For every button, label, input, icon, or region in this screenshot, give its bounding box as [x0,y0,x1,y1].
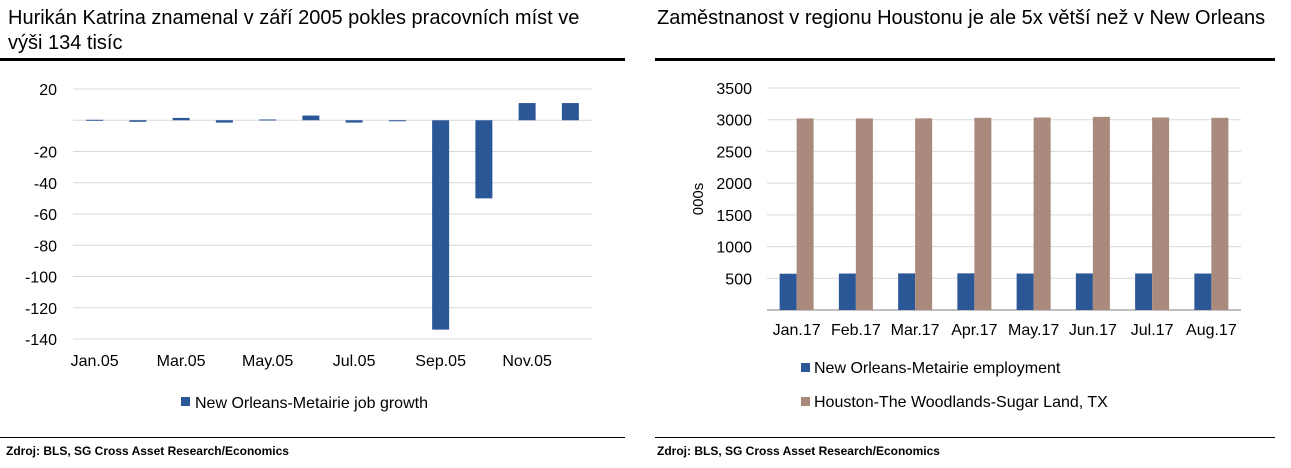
title-rule [0,58,625,61]
legend-swatch [801,363,810,372]
bar [974,117,992,310]
bar [259,119,277,121]
x-tick-label: Sep.05 [415,353,466,370]
bar [855,118,873,311]
y-axis-title: 000s [690,183,707,216]
bar [345,120,363,123]
bar [432,120,450,330]
x-tick-label: May.05 [242,353,293,370]
legend-label: Houston-The Woodlands-Sugar Land, TX [814,394,1108,411]
chart-title: Zaměstnanost v regionu Houstonu je ale 5… [657,7,1266,29]
x-tick-label: Nov.05 [502,353,552,370]
legend-swatch [801,397,810,406]
x-tick-label: Jan.17 [773,322,821,339]
legend-swatch [181,397,190,406]
bar [1033,117,1051,310]
job-growth-chart: 20 -20 -40 -60 -80 -100 -120 -140 Jan.05 Mar.05 Ma… [25,82,592,412]
legend-label: New Orleans-Metairie job growth [195,395,428,412]
y-tick-label: -140 [25,332,57,349]
y-tick-label: 20 [39,82,57,99]
x-tick-label: Jan.05 [71,353,119,370]
source-rule [0,437,625,438]
y-tick-label: -20 [34,145,57,162]
y-tick-label: 2000 [716,176,752,193]
bar [1092,116,1110,310]
bar [561,103,579,121]
y-tick-label: -120 [25,301,57,318]
source-note: Zdroj: BLS, SG Cross Asset Research/Econ… [6,444,289,458]
bar [1194,273,1212,310]
bar [86,119,104,121]
y-tick-label: -60 [34,207,57,224]
x-tick-label: Aug.17 [1186,322,1237,339]
x-tick-label: Mar.05 [157,353,206,370]
bar [796,118,814,311]
bar [1211,117,1229,310]
bar [1135,273,1153,310]
bar [388,120,406,122]
chart-panel-job-growth: Hurikán Katrina znamenal v září 2005 pok… [0,0,625,468]
bar [1016,273,1034,310]
x-tick-label: Feb.17 [831,322,881,339]
bar [898,273,916,310]
y-tick-label: 3000 [716,113,752,130]
x-tick-label: Apr.17 [951,322,997,339]
bar [1075,273,1093,310]
y-tick-label: 3500 [716,81,752,98]
chart-title: Hurikán Katrina znamenal v září 2005 pok… [8,7,580,54]
bar [957,273,975,310]
x-tick-label: Jun.17 [1069,322,1117,339]
bar [1152,117,1170,310]
employment-chart: 3500 3000 2500 2000 1500 1000 500 000s Jan.17 Feb… [690,81,1241,411]
y-tick-label: -80 [34,238,57,255]
bar [172,117,190,121]
y-tick-label: 2500 [716,144,752,161]
x-tick-label: Jul.05 [333,353,376,370]
y-tick-label: 1000 [716,240,752,257]
bar [779,273,797,310]
bar [518,103,536,121]
bar [475,120,493,199]
y-tick-label: 500 [725,271,752,288]
x-tick-label: May.17 [1008,322,1059,339]
source-rule [655,437,1275,438]
title-rule [655,58,1275,61]
chart-panel-employment: Zaměstnanost v regionu Houstonu je ale 5… [655,0,1291,468]
source-note: Zdroj: BLS, SG Cross Asset Research/Econ… [657,444,940,458]
bar [129,120,147,122]
bar [302,115,320,121]
x-tick-label: Jul.17 [1131,322,1174,339]
y-tick-label: -40 [34,176,57,193]
x-tick-label: Mar.17 [891,322,940,339]
bar [215,120,233,123]
bar [915,118,933,311]
y-tick-label: -100 [25,270,57,287]
bar [838,273,856,310]
y-tick-label: 1500 [716,208,752,225]
legend-label: New Orleans-Metairie employment [814,360,1061,377]
